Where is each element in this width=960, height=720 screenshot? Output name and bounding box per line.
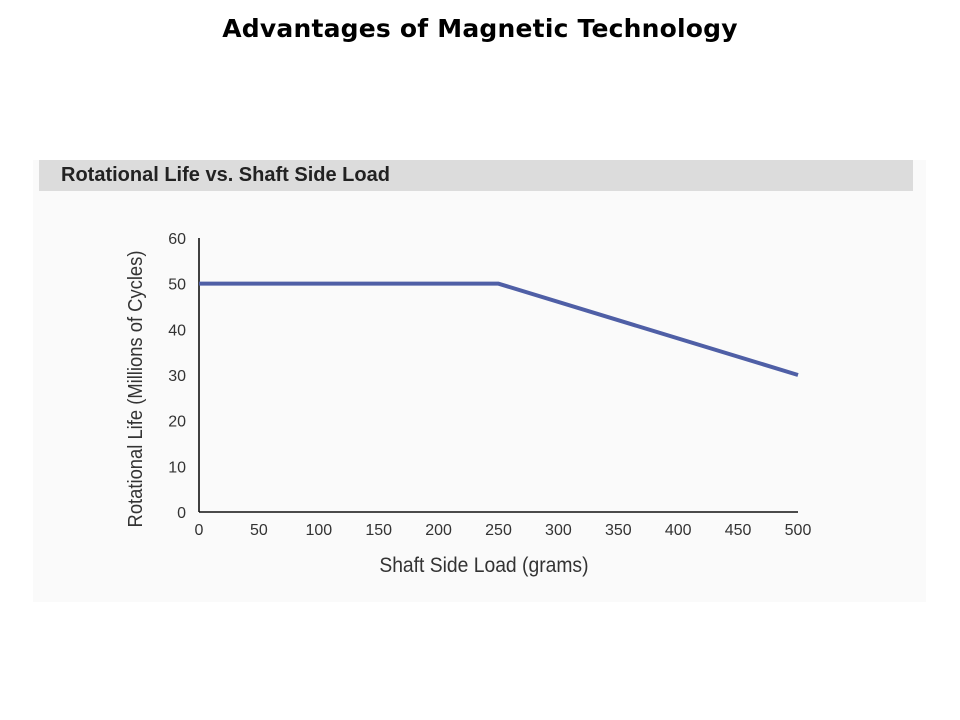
x-tick-label: 500 <box>785 522 812 539</box>
x-tick-label: 300 <box>545 522 572 539</box>
y-tick-label: 50 <box>168 277 186 294</box>
chart-title: Rotational Life vs. Shaft Side Load <box>61 164 390 186</box>
x-axis-label: Shaft Side Load (grams) <box>379 554 588 577</box>
y-tick-labels: 0 10 20 30 40 50 60 <box>168 231 186 522</box>
chart-header-bar: Rotational Life vs. Shaft Side Load <box>39 160 913 191</box>
x-tick-label: 150 <box>365 522 392 539</box>
x-tick-label: 200 <box>425 522 452 539</box>
y-tick-label: 40 <box>168 322 186 339</box>
y-tick-label: 60 <box>168 231 186 248</box>
y-tick-label: 30 <box>168 368 186 385</box>
y-tick-label: 20 <box>168 414 186 431</box>
chart-axes <box>198 238 798 513</box>
x-tick-label: 100 <box>305 522 332 539</box>
series-line <box>199 281 799 377</box>
x-tick-label: 400 <box>665 522 692 539</box>
y-tick-label: 10 <box>168 459 186 476</box>
chart-panel <box>33 160 926 602</box>
slide-title: Advantages of Magnetic Technology <box>222 14 738 43</box>
x-tick-labels: 0 50 100 150 200 250 300 350 400 450 500 <box>195 522 812 539</box>
x-tick-label: 350 <box>605 522 632 539</box>
x-tick-label: 250 <box>485 522 512 539</box>
chart-series <box>199 281 799 377</box>
y-tick-label: 0 <box>177 505 186 522</box>
x-tick-label: 450 <box>725 522 752 539</box>
x-tick-label: 50 <box>250 522 268 539</box>
y-axis-label: Rotational Life (Millions of Cycles) <box>125 251 147 528</box>
x-tick-label: 0 <box>195 522 204 539</box>
